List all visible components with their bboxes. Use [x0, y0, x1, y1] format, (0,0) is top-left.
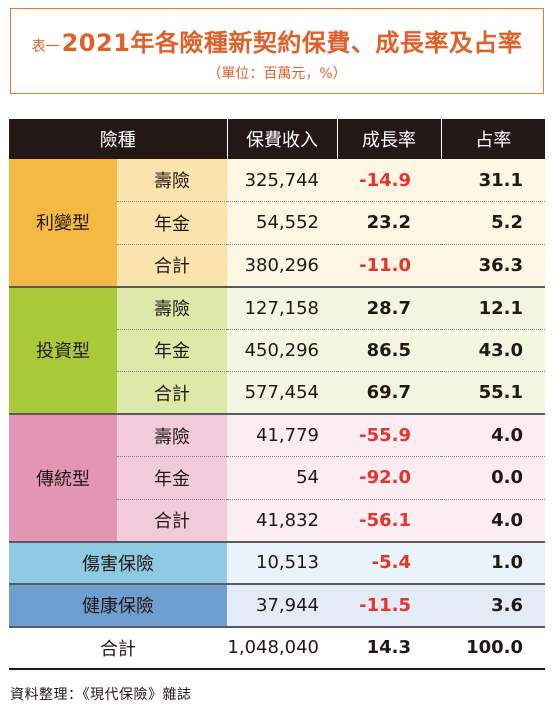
growth-cell: -5.4: [337, 541, 441, 585]
growth-cell: 69.7: [337, 371, 441, 415]
share-cell: 12.1: [441, 286, 545, 329]
sub-label: 壽險: [117, 414, 227, 457]
premium-cell: 325,744: [227, 159, 337, 202]
table-number: 表一: [31, 39, 60, 55]
group-label: 投資型: [9, 286, 117, 415]
header-share: 占率: [440, 119, 545, 159]
total-label: 合計: [9, 626, 227, 670]
category-label: 健康保險: [9, 584, 227, 628]
growth-cell: -11.0: [337, 243, 441, 288]
table-row: 合計 41,832 -56.1 4.0: [9, 498, 545, 543]
sub-label: 合計: [117, 243, 227, 288]
share-cell: 0.0: [441, 456, 545, 499]
share-cell: 1.0: [441, 541, 545, 585]
sub-label: 年金: [117, 328, 227, 372]
share-cell: 43.0: [441, 328, 545, 372]
sub-label: 壽險: [117, 286, 227, 329]
growth-cell: -92.0: [337, 456, 441, 499]
header-category: 險種: [9, 119, 227, 159]
growth-cell: -11.5: [337, 584, 441, 628]
premium-cell: 380,296: [227, 243, 337, 288]
category-label: 傷害保險: [9, 541, 227, 585]
premium-cell: 1,048,040: [227, 626, 337, 670]
header-growth: 成長率: [336, 119, 441, 159]
premium-cell: 10,513: [227, 541, 337, 585]
growth-cell: -14.9: [337, 159, 441, 202]
sub-label: 合計: [117, 371, 227, 415]
total-row: 合計 1,048,040 14.3 100.0: [9, 626, 545, 670]
growth-cell: 86.5: [337, 328, 441, 372]
growth-cell: -55.9: [337, 414, 441, 457]
premium-cell: 450,296: [227, 328, 337, 372]
share-cell: 100.0: [441, 626, 545, 670]
growth-cell: -56.1: [337, 498, 441, 543]
share-cell: 31.1: [441, 159, 545, 202]
share-cell: 4.0: [441, 414, 545, 457]
premium-cell: 41,832: [227, 498, 337, 543]
group-label: 傳統型: [9, 414, 117, 543]
growth-cell: 23.2: [337, 201, 441, 244]
title-text: 2021年各險種新契約保費、成長率及占率: [61, 29, 523, 57]
table-row: 健康保險 37,944 -11.5 3.6: [9, 584, 545, 628]
header-premium: 保費收入: [226, 119, 337, 159]
growth-cell: 14.3: [337, 626, 441, 670]
group-label: 利變型: [9, 159, 117, 288]
sub-label: 合計: [117, 498, 227, 543]
table-row: 年金 54 -92.0 0.0: [9, 456, 545, 499]
premium-cell: 37,944: [227, 584, 337, 628]
premium-cell: 41,779: [227, 414, 337, 457]
share-cell: 3.6: [441, 584, 545, 628]
share-cell: 55.1: [441, 371, 545, 415]
sub-label: 年金: [117, 201, 227, 244]
premium-cell: 54,552: [227, 201, 337, 244]
table-title: 表一2021年各險種新契約保費、成長率及占率: [11, 23, 543, 58]
premium-table: 險種 保費收入 成長率 占率 利變型 壽險 325,744 -14.9 31.1…: [9, 119, 545, 670]
unit-note: （單位：百萬元，%）: [207, 66, 347, 82]
share-cell: 4.0: [441, 498, 545, 543]
sub-label: 年金: [117, 456, 227, 499]
table-row: 傳統型 壽險 41,779 -55.9 4.0: [9, 414, 545, 543]
table-row: 合計 380,296 -11.0 36.3: [9, 243, 545, 288]
table-row: 合計 577,454 69.7 55.1: [9, 371, 545, 415]
table-row: 年金 54,552 23.2 5.2: [9, 201, 545, 244]
table-row: 年金 450,296 86.5 43.0: [9, 328, 545, 372]
share-cell: 36.3: [441, 243, 545, 288]
table-row: 投資型 壽險 127,158 28.7 12.1: [9, 286, 545, 415]
growth-cell: 28.7: [337, 286, 441, 329]
share-cell: 5.2: [441, 201, 545, 244]
header-row: 險種 保費收入 成長率 占率: [9, 119, 545, 159]
sub-label: 壽險: [117, 159, 227, 202]
table-row: 傷害保險 10,513 -5.4 1.0: [9, 541, 545, 585]
premium-cell: 577,454: [227, 371, 337, 415]
title-box: 表一2021年各險種新契約保費、成長率及占率 （單位：百萬元，%）: [10, 8, 544, 94]
premium-cell: 127,158: [227, 286, 337, 329]
premium-cell: 54: [227, 456, 337, 499]
table-row: 利變型 壽險 325,744 -14.9 31.1: [9, 159, 545, 288]
source-note: 資料整理：《現代保險》雜誌: [10, 687, 192, 703]
